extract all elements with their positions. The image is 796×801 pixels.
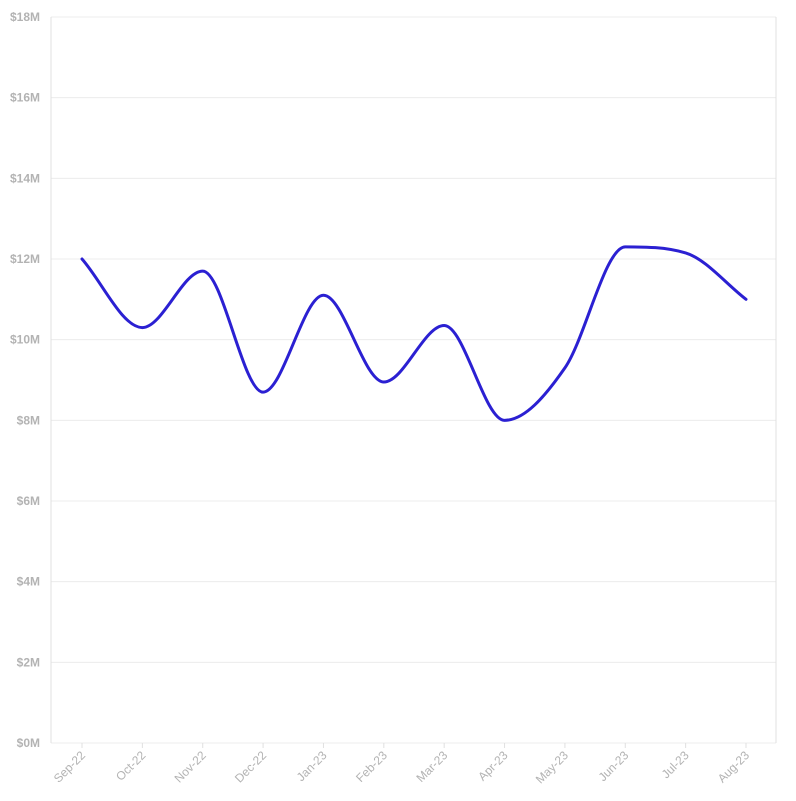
x-axis-tick-labels: Sep-22 Oct-22 Nov-22 Dec-22 Jan-23 Feb-23 Mar-… (51, 748, 752, 786)
x-tick-label: Dec-22 (232, 748, 269, 785)
data-point (442, 324, 446, 328)
x-tick-label: Feb-23 (353, 748, 390, 785)
axes (50, 17, 777, 748)
y-tick-label: $8M (17, 413, 40, 427)
y-axis-tick-labels: $0M $2M $4M $6M $8M $10M $12M $14M $16M $18M (10, 10, 40, 750)
grid-lines (51, 16, 776, 744)
data-point (321, 293, 325, 297)
data-point (261, 390, 265, 394)
x-tick-label: Sep-22 (51, 748, 88, 785)
data-point (563, 366, 567, 370)
x-tick-label: Jan-23 (294, 748, 330, 784)
x-tick-label: Apr-23 (475, 748, 511, 784)
y-tick-label: $10M (10, 333, 40, 347)
series-line (80, 245, 748, 422)
data-point (744, 297, 748, 301)
y-tick-label: $0M (17, 736, 40, 750)
y-tick-label: $2M (17, 655, 40, 669)
data-point (503, 418, 507, 422)
data-point (80, 257, 84, 261)
x-tick-label: Jun-23 (596, 748, 632, 784)
data-point (201, 269, 205, 273)
y-tick-label: $14M (10, 171, 40, 185)
y-tick-label: $6M (17, 494, 40, 508)
data-point (382, 380, 386, 384)
data-point (140, 326, 144, 330)
data-point (684, 251, 688, 255)
x-tick-label: May-23 (533, 748, 571, 786)
x-tick-label: Jul-23 (659, 748, 692, 781)
x-tick-label: Mar-23 (414, 748, 451, 785)
y-tick-label: $18M (10, 10, 40, 24)
y-tick-label: $4M (17, 575, 40, 589)
y-tick-label: $16M (10, 91, 40, 105)
data-point (623, 245, 627, 249)
x-tick-label: Nov-22 (172, 748, 209, 785)
series-lines (80, 245, 748, 422)
x-tick-label: Oct-22 (113, 748, 149, 784)
y-tick-label: $12M (10, 252, 40, 266)
x-tick-label: Aug-23 (715, 748, 752, 785)
